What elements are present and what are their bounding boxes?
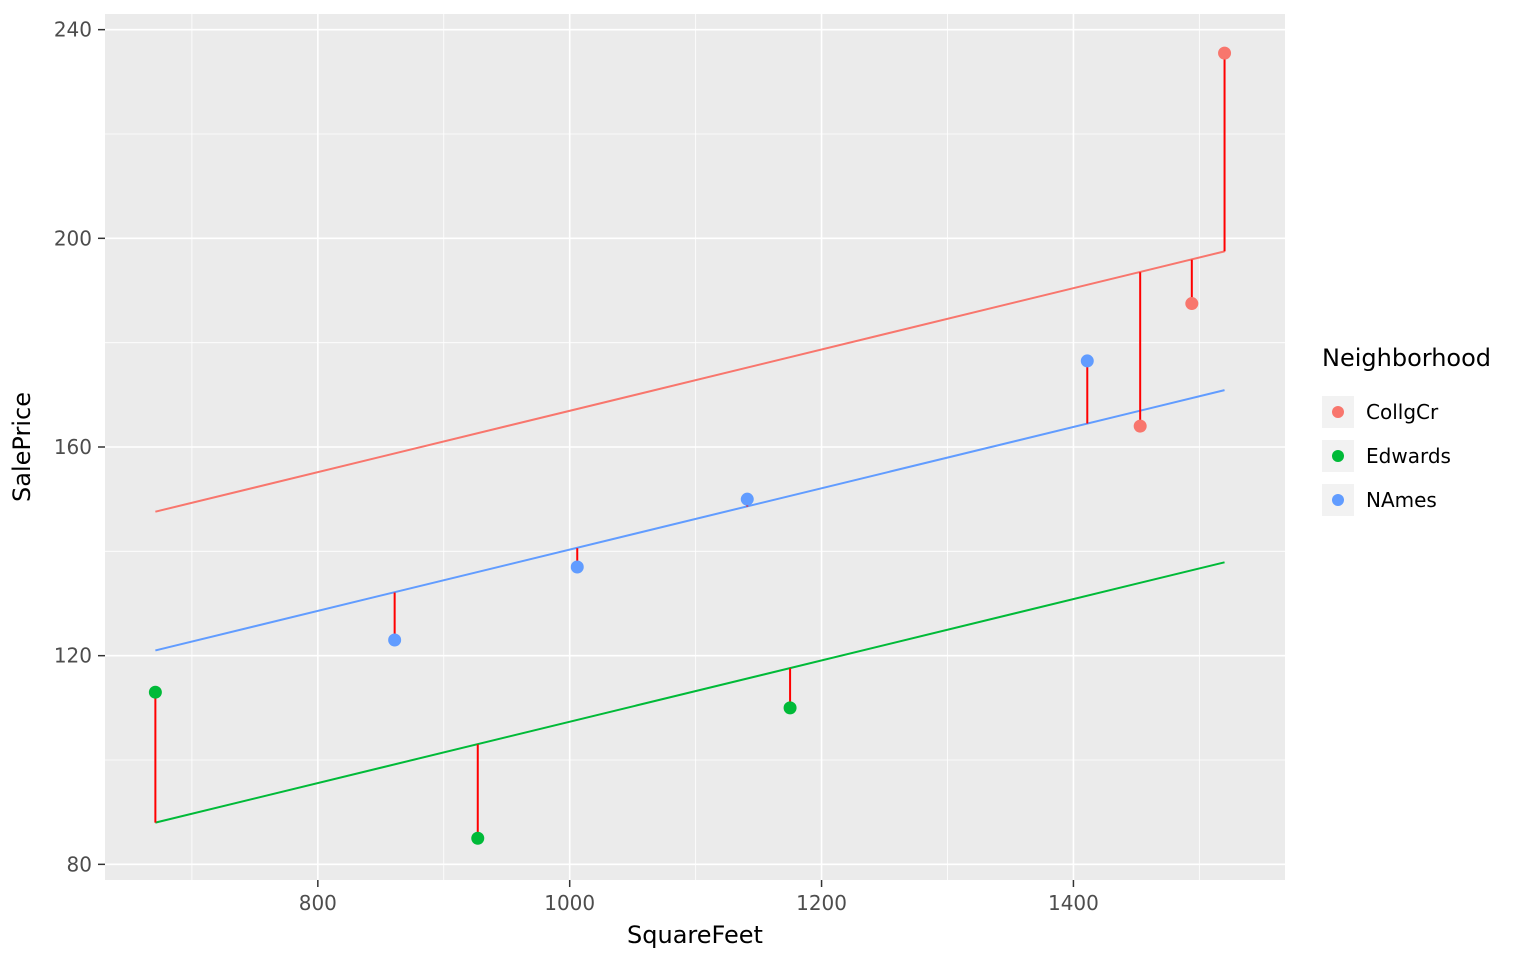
data-point-Edwards: [148, 685, 162, 699]
residual-segments: [154, 53, 1226, 839]
legend: Neighborhood CollgCr Edwards NAmes: [1322, 344, 1491, 528]
y-tick-label: 80: [67, 852, 92, 876]
legend-label: Edwards: [1366, 444, 1451, 468]
axis-tick-labels: 800 1000 1200 1400 80 120 160 200 240: [54, 18, 1099, 915]
regression-lines: [155, 250, 1225, 824]
legend-key: [1322, 440, 1354, 472]
axis-tick-marks: [98, 28, 1075, 887]
legend-label: NAmes: [1366, 488, 1437, 512]
legend-entry-Edwards: Edwards: [1322, 440, 1491, 472]
data-point-CollgCr: [1185, 297, 1199, 311]
fit-line-NAmes: [155, 389, 1225, 652]
legend-title: Neighborhood: [1322, 344, 1492, 372]
x-tick-label: 800: [299, 891, 337, 915]
x-tick-label: 1400: [1048, 891, 1099, 915]
data-point-NAmes: [570, 560, 584, 574]
y-tick-label: 120: [54, 644, 92, 668]
legend-point-icon: [1332, 406, 1344, 418]
data-points: [148, 46, 1232, 845]
x-tick-label: 1000: [544, 891, 595, 915]
legend-point-icon: [1332, 450, 1344, 462]
y-tick-label: 200: [54, 226, 92, 250]
data-point-Edwards: [783, 701, 797, 715]
major-gridlines: [105, 14, 1285, 880]
legend-point-icon: [1332, 494, 1344, 506]
data-point-NAmes: [1080, 354, 1094, 368]
data-point-CollgCr: [1218, 46, 1232, 60]
legend-entry-CollgCr: CollgCr: [1322, 396, 1491, 428]
y-tick-label: 160: [54, 435, 92, 459]
fit-line-Edwards: [155, 561, 1225, 824]
y-tick-label: 240: [54, 18, 92, 42]
data-point-Edwards: [471, 831, 485, 845]
legend-entry-NAmes: NAmes: [1322, 484, 1491, 516]
data-point-NAmes: [740, 492, 754, 506]
x-axis-title: SquareFeet: [627, 921, 763, 949]
data-point-NAmes: [388, 633, 402, 647]
data-point-CollgCr: [1133, 419, 1147, 433]
legend-entries: CollgCr Edwards NAmes: [1322, 396, 1491, 516]
legend-key: [1322, 484, 1354, 516]
legend-label: CollgCr: [1366, 400, 1439, 424]
fit-line-CollgCr: [155, 250, 1225, 513]
y-axis-title: SalePrice: [8, 392, 36, 502]
legend-key: [1322, 396, 1354, 428]
x-tick-label: 1200: [796, 891, 847, 915]
